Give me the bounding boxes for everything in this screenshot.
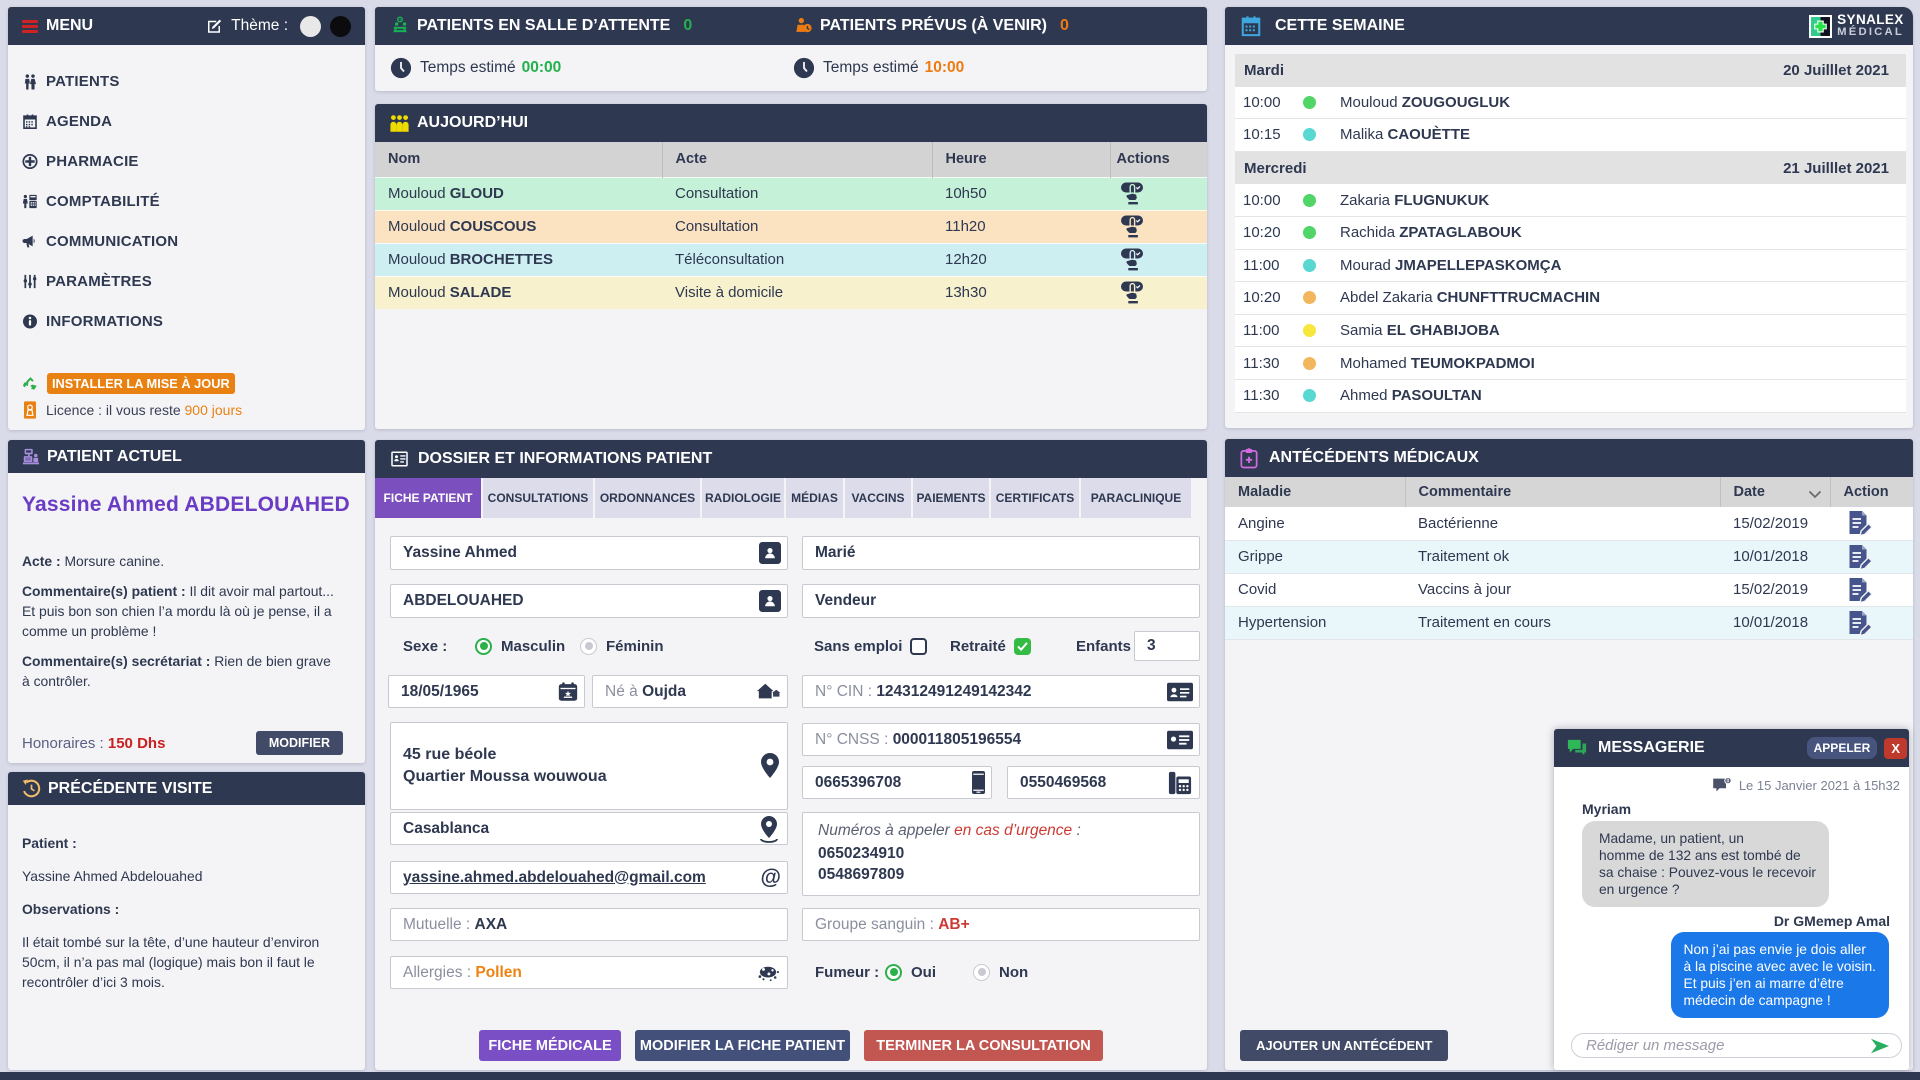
svg-text:0: 0 xyxy=(1726,779,1729,785)
